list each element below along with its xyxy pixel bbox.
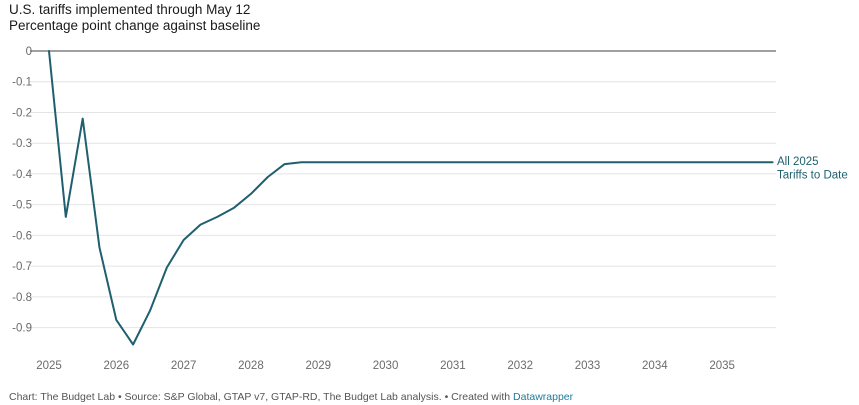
- x-tick-label: 2033: [575, 360, 601, 372]
- gridlines: [30, 50, 776, 329]
- y-tick-label: -0.1: [12, 77, 32, 89]
- footer-text: Chart: The Budget Lab • Source: S&P Glob…: [9, 391, 514, 403]
- chart-footer: Chart: The Budget Lab • Source: S&P Glob…: [9, 391, 573, 403]
- series-group: All 2025 Tariffs to Date: [48, 50, 848, 346]
- y-tick-label: -0.8: [12, 292, 32, 304]
- y-tick-label: 0: [26, 46, 32, 58]
- line-chart: 0 -0.1 -0.2 -0.3 -0.4 -0.5 -0.6 -0.7 -0.8 -0.9 20…: [12, 46, 848, 372]
- x-tick-label: 2032: [507, 360, 533, 372]
- x-tick-label: 2035: [709, 360, 735, 372]
- x-tick-label: 2026: [104, 360, 130, 372]
- datawrapper-link[interactable]: Datawrapper: [513, 391, 574, 403]
- x-tick-label: 2029: [305, 360, 331, 372]
- chart-title: U.S. tariffs implemented through May 12: [9, 2, 251, 17]
- x-tick-label: 2030: [373, 360, 399, 372]
- series-label: Tariffs to Date: [777, 170, 848, 182]
- y-tick-label: -0.9: [12, 323, 32, 335]
- series-line: [48, 50, 774, 346]
- x-tick-label: 2027: [171, 360, 197, 372]
- x-tick-label: 2031: [440, 360, 466, 372]
- x-axis-ticks: 2025 2026 2027 2028 2029 2030 2031 2032 2033 2034…: [36, 360, 735, 372]
- x-tick-label: 2025: [36, 360, 62, 372]
- y-axis-ticks: 0 -0.1 -0.2 -0.3 -0.4 -0.5 -0.6 -0.7 -0.8 -0.9: [12, 46, 32, 335]
- y-tick-label: -0.5: [12, 200, 32, 212]
- y-tick-label: -0.7: [12, 261, 32, 273]
- series-label: All 2025: [777, 156, 819, 168]
- y-tick-label: -0.2: [12, 107, 32, 119]
- chart-subtitle: Percentage point change against baseline: [9, 18, 261, 33]
- y-tick-label: -0.3: [12, 138, 32, 150]
- x-tick-label: 2034: [642, 360, 668, 372]
- y-tick-label: -0.6: [12, 230, 32, 242]
- x-tick-label: 2028: [238, 360, 264, 372]
- y-tick-label: -0.4: [12, 169, 32, 181]
